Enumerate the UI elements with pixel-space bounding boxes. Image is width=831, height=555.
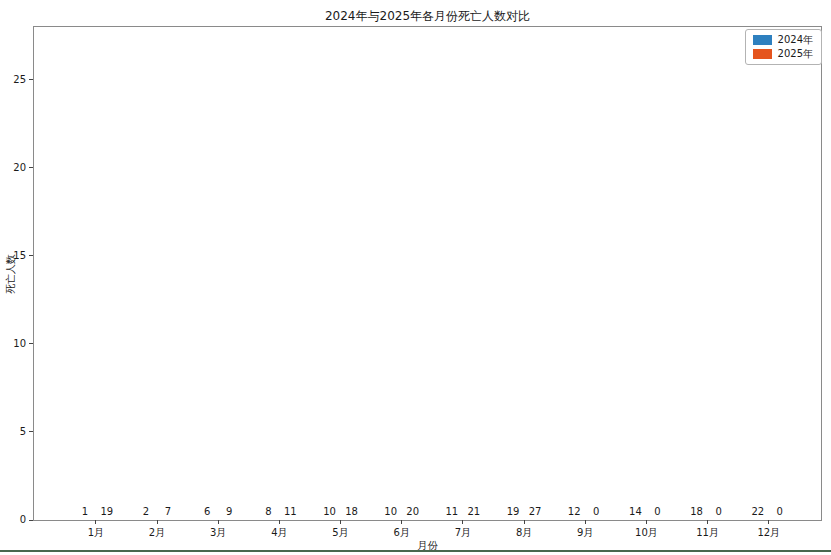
bar-value-label: 10 (323, 507, 336, 517)
bar-value-label: 14 (629, 507, 642, 517)
bar-value-label: 9 (226, 507, 232, 517)
chart-title: 2024年与2025年各月份死亡人数对比 (325, 8, 530, 25)
legend-item-2024: 2024年 (753, 35, 813, 45)
x-tick-label: 1月 (88, 526, 104, 540)
bar-value-label: 1 (82, 507, 88, 517)
figure-root: 2024年与2025年各月份死亡人数对比 死亡人数 月份 2024年 2025年… (0, 0, 831, 555)
bar-value-label: 0 (715, 507, 721, 517)
x-tick-label: 12月 (757, 526, 780, 540)
bottom-accent-line (0, 550, 831, 552)
bar-value-label: 8 (265, 507, 271, 517)
y-tick-mark (29, 520, 33, 521)
bar-value-label: 2 (143, 507, 149, 517)
x-tick-label: 3月 (210, 526, 226, 540)
bar-value-label: 18 (345, 507, 358, 517)
bar-value-label: 11 (446, 507, 459, 517)
x-tick-label: 2月 (149, 526, 165, 540)
x-tick-label: 8月 (516, 526, 532, 540)
x-tick-label: 5月 (332, 526, 348, 540)
x-tick-mark (157, 520, 158, 524)
y-tick-mark (29, 343, 33, 344)
x-tick-mark (279, 520, 280, 524)
legend-item-2025: 2025年 (753, 49, 813, 59)
x-tick-mark (218, 520, 219, 524)
bar-value-label: 6 (204, 507, 210, 517)
x-tick-label: 7月 (455, 526, 471, 540)
bar-value-label: 21 (468, 507, 481, 517)
y-tick-label: 25 (13, 75, 26, 85)
bar-value-label: 18 (690, 507, 703, 517)
y-tick-label: 5 (20, 427, 26, 437)
bar-value-label: 19 (507, 507, 520, 517)
x-tick-mark (646, 520, 647, 524)
x-tick-label: 9月 (577, 526, 593, 540)
y-tick-label: 10 (13, 339, 26, 349)
bar-value-label: 20 (406, 507, 419, 517)
bar-value-label: 10 (384, 507, 397, 517)
y-tick-mark (29, 79, 33, 80)
x-tick-label: 4月 (271, 526, 287, 540)
y-tick-label: 15 (13, 251, 26, 261)
y-tick-label: 20 (13, 163, 26, 173)
x-tick-mark (462, 520, 463, 524)
x-tick-mark (524, 520, 525, 524)
x-tick-mark (768, 520, 769, 524)
plot-area: 2024年与2025年各月份死亡人数对比 死亡人数 月份 2024年 2025年… (33, 26, 822, 521)
y-tick-label: 0 (20, 515, 26, 525)
x-tick-mark (95, 520, 96, 524)
legend-label-2025: 2025年 (778, 49, 813, 59)
bar-value-label: 0 (777, 507, 783, 517)
bar-value-label: 27 (529, 507, 542, 517)
x-tick-label: 6月 (394, 526, 410, 540)
bar-value-label: 12 (568, 507, 581, 517)
legend-label-2024: 2024年 (778, 35, 813, 45)
x-tick-label: 10月 (635, 526, 658, 540)
x-tick-mark (401, 520, 402, 524)
bar-value-label: 7 (165, 507, 171, 517)
x-tick-label: 11月 (696, 526, 719, 540)
bar-value-label: 0 (593, 507, 599, 517)
bar-value-label: 19 (100, 507, 113, 517)
x-tick-mark (340, 520, 341, 524)
legend-swatch-2025 (753, 49, 772, 59)
x-tick-mark (585, 520, 586, 524)
legend-swatch-2024 (753, 35, 772, 45)
y-tick-mark (29, 255, 33, 256)
y-tick-mark (29, 431, 33, 432)
bar-value-label: 22 (751, 507, 764, 517)
x-tick-mark (707, 520, 708, 524)
bar-value-label: 11 (284, 507, 297, 517)
bar-value-label: 0 (654, 507, 660, 517)
y-tick-mark (29, 167, 33, 168)
legend: 2024年 2025年 (745, 29, 822, 65)
